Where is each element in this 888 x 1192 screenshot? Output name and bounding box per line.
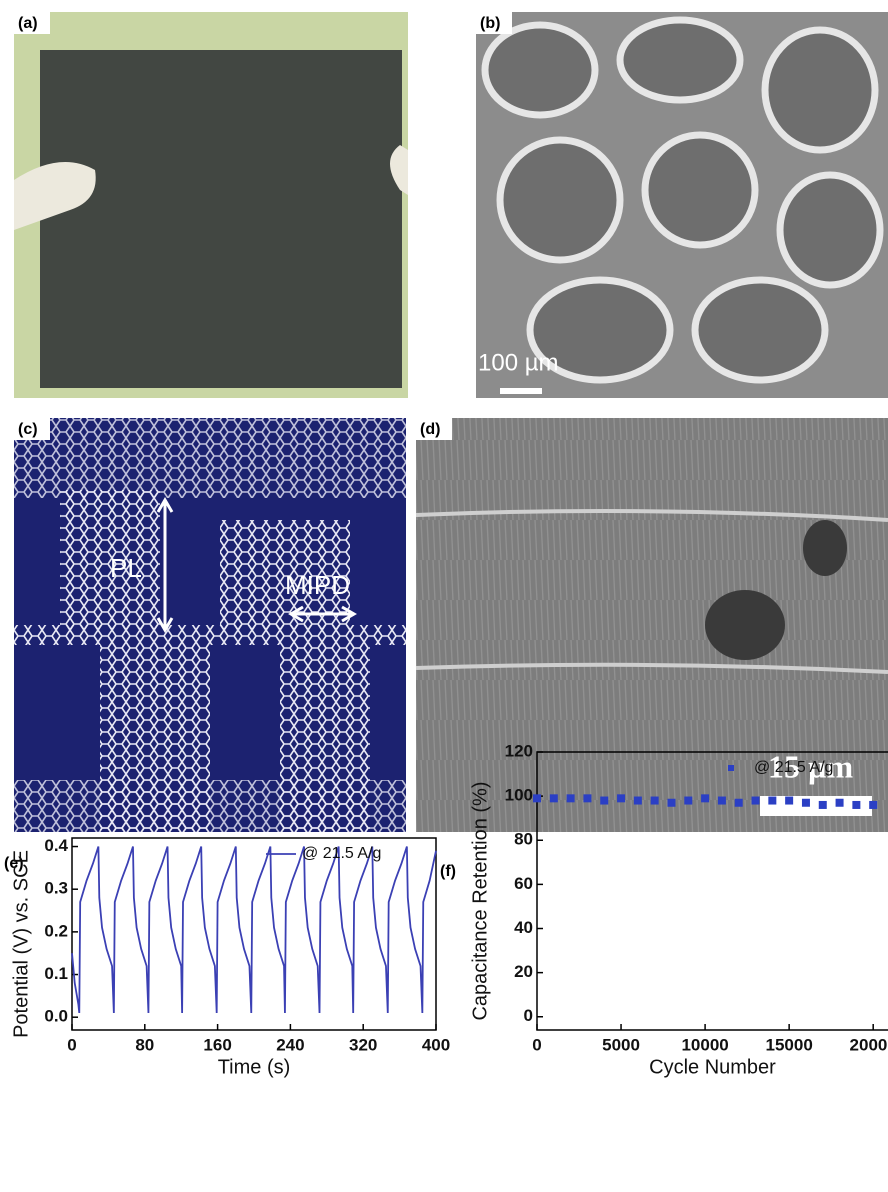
legend-label: @ 21.5 A/g [754,759,833,776]
point [836,799,844,807]
annotation: PL [110,553,142,583]
x-axis-label: Cycle Number [649,1056,776,1078]
point [567,794,575,802]
y-tick-label: 20 [514,962,533,981]
y-tick-label: 0.0 [44,1007,68,1026]
series-line [72,847,436,1013]
point [802,799,810,807]
point [651,797,659,805]
x-tick-label: 80 [135,1035,154,1054]
point [869,801,877,809]
annotation: MIPD [285,570,350,600]
point [533,794,541,802]
panel-label: (d) [420,421,440,438]
panel-label: (c) [18,421,38,438]
x-tick-label: 0 [67,1035,76,1054]
panel-label: (a) [18,15,38,32]
y-tick-label: 0.3 [44,879,68,898]
point [583,794,591,802]
y-tick-label: 120 [505,741,533,760]
point [634,797,642,805]
y-tick-label: 0.2 [44,921,68,940]
x-tick-label: 20000 [850,1035,888,1054]
y-tick-label: 40 [514,918,533,937]
y-tick-label: 80 [514,830,533,849]
point [600,797,608,805]
point [718,797,726,805]
x-tick-label: 0 [532,1035,541,1054]
y-tick-label: 60 [514,874,533,893]
y-tick-label: 0.1 [44,964,68,983]
point [701,794,709,802]
point [785,797,793,805]
y-tick-label: 100 [505,786,533,805]
y-axis-label: Capacitance Retention (%) [469,781,491,1020]
x-tick-label: 160 [203,1035,231,1054]
x-tick-label: 10000 [681,1035,728,1054]
point [667,799,675,807]
panel-label: (b) [480,15,500,32]
point [617,794,625,802]
scale-bar-label: 100 µm [478,349,559,376]
figure: (a) (b) 100 µm PL MIPD (c) [0,0,888,1187]
x-tick-label: 5000 [602,1035,640,1054]
point [684,797,692,805]
x-axis-label: Time (s) [218,1056,291,1078]
x-tick-label: 15000 [766,1035,813,1054]
point [550,794,558,802]
panel-label: (f) [440,863,456,880]
point [768,797,776,805]
panel-b: (b) 100 µm [476,12,888,398]
x-tick-label: 240 [276,1035,304,1054]
x-tick-label: 400 [422,1035,450,1054]
y-tick-label: 0 [524,1006,533,1025]
y-tick-label: 0.4 [44,836,68,855]
point [819,801,827,809]
point [752,797,760,805]
panel-a: (a) [14,12,408,398]
legend-swatch [728,765,734,771]
point [852,801,860,809]
x-tick-label: 320 [349,1035,377,1054]
legend-label: @ 21.5 A/g [302,845,381,862]
y-axis-label: Potential (V) vs. SCE [10,850,32,1038]
panel-c: PL MIPD (c) [14,418,406,832]
scale-bar [500,388,542,394]
point [735,799,743,807]
